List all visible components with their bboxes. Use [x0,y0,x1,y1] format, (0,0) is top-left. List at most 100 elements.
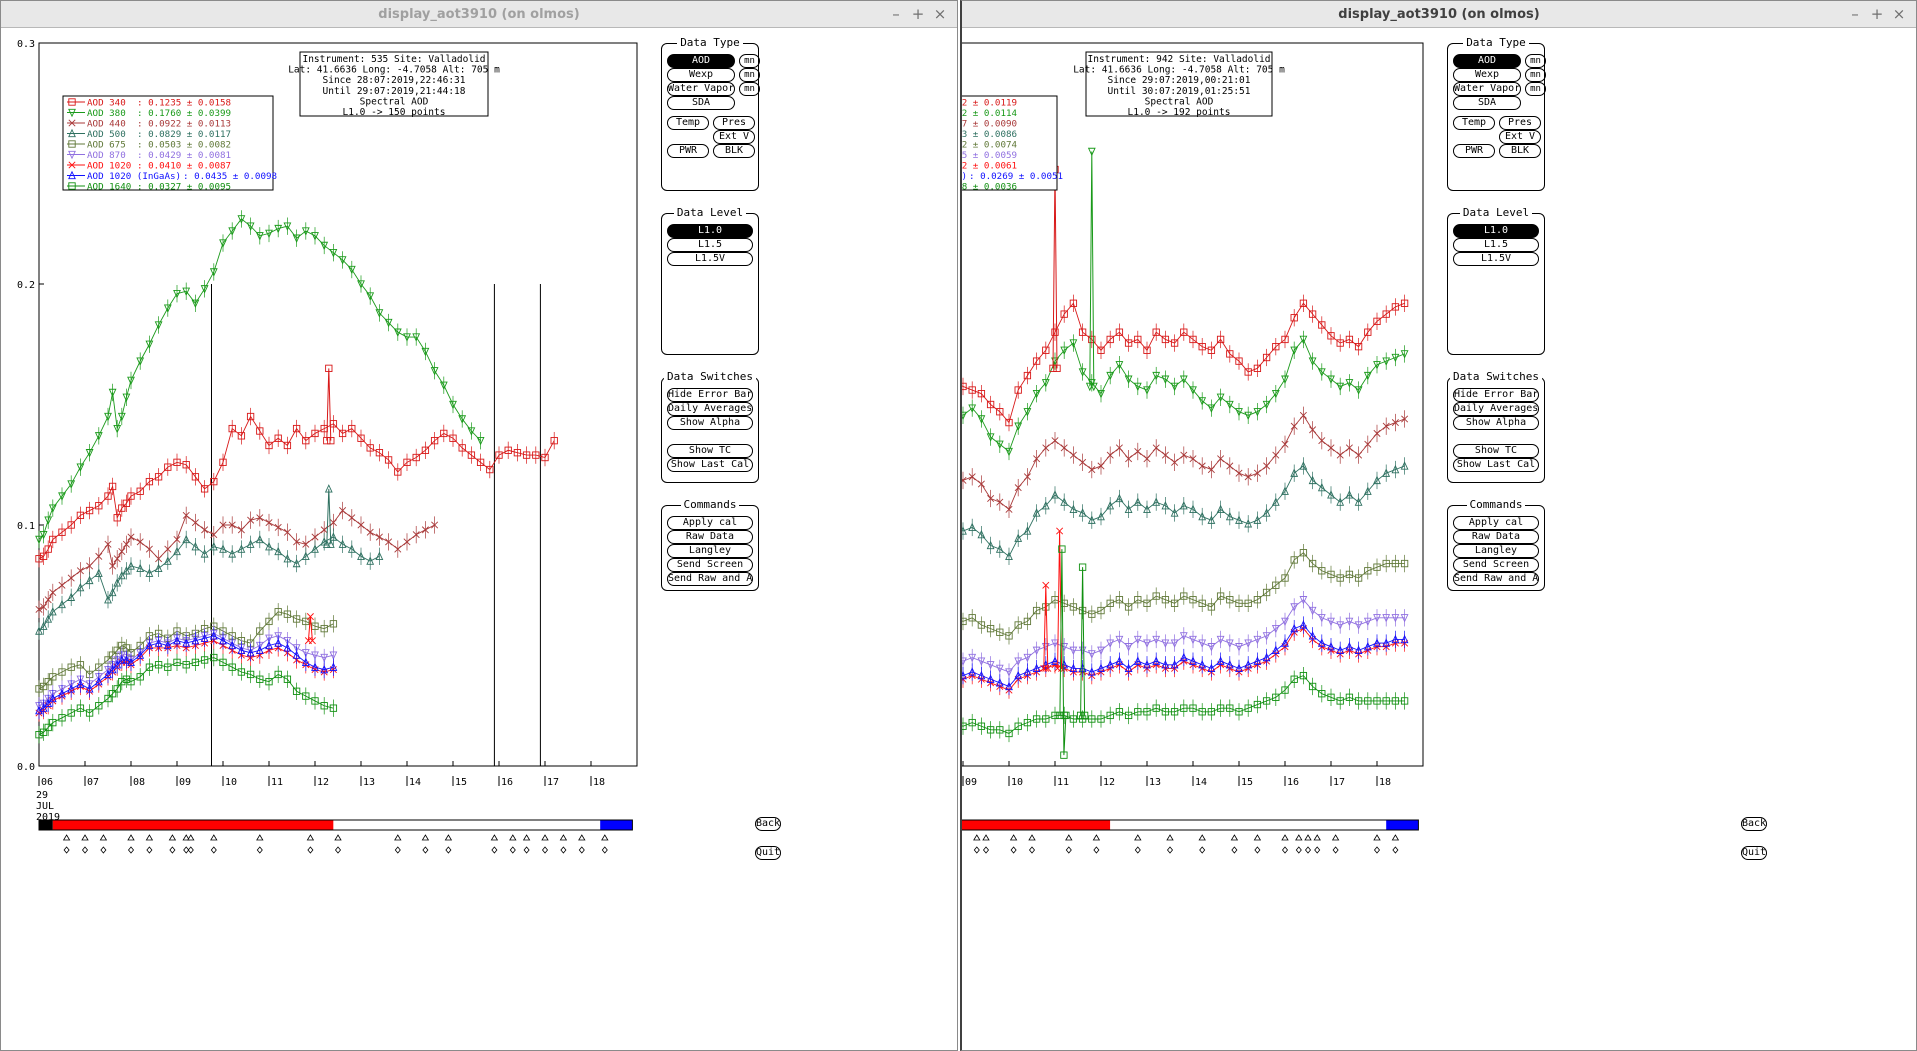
raw-data-button[interactable]: Raw Data [667,530,753,544]
data-point [210,477,218,486]
data-point [118,547,126,556]
hide-error-bars-button[interactable]: Hide Error Bars [667,388,753,402]
maximize-icon[interactable]: + [911,5,925,23]
ext-v-button[interactable]: Ext V [1499,130,1541,144]
daily-averages-button[interactable]: Daily Averages [1453,402,1539,416]
pwr-button[interactable]: PWR [1453,144,1495,158]
data-point [1382,614,1391,623]
aod-mn-button[interactable]: mn [1525,54,1546,68]
sun-marker-triangle [578,834,586,841]
hide-error-bars-button[interactable]: Hide Error Bars [1453,388,1539,402]
data-point [1373,563,1381,571]
data-point [1336,574,1344,582]
pres-button[interactable]: Pres [1499,116,1541,130]
level-l15v-button[interactable]: L1.5V [667,252,753,266]
minimize-icon[interactable]: – [1851,5,1859,23]
data-point [85,709,94,717]
sun-marker-diamond [1373,846,1381,854]
show-alpha-button[interactable]: Show Alpha [667,416,753,430]
level-l15-button[interactable]: L1.5 [667,238,753,252]
series-aod-440 [962,406,1409,519]
close-icon[interactable]: × [1892,5,1906,23]
wexp-button[interactable]: Wexp [667,68,735,82]
send-screen-button[interactable]: Send Screen [667,558,753,572]
data-point [1033,455,1041,463]
daily-averages-button[interactable]: Daily Averages [667,402,753,416]
data-point [1161,335,1170,344]
show-last-cal-button[interactable]: Show Last Cal [667,458,753,472]
spike-point [322,539,331,548]
langley-button[interactable]: Langley [667,544,753,558]
x-tick-label: 09 [179,777,191,788]
legend-label: AOD 870 [87,150,126,161]
level-l10-button[interactable]: L1.0 [667,224,753,238]
data-point [274,608,282,616]
data-point [385,538,393,546]
aod-button[interactable]: AOD [1453,54,1521,68]
sda-button[interactable]: SDA [667,96,735,110]
level-l15-button[interactable]: L1.5 [1453,238,1539,252]
data-point [1198,462,1206,470]
apply-cal-button[interactable]: Apply cal [1453,516,1539,530]
legend-value: : 0.0703 ± 0.0086 [962,129,1017,140]
data-point [1087,650,1096,659]
raw-data-button[interactable]: Raw Data [1453,530,1539,544]
data-point [1244,639,1253,648]
data-point [1097,715,1105,723]
pwr-button[interactable]: PWR [667,144,709,158]
ext-v-button[interactable]: Ext V [713,130,755,144]
data-point [1345,490,1354,499]
data-point [1290,422,1298,430]
title-bar[interactable]: display_aot3910 (on olmos) – + × [1,1,957,28]
water-vapor-mn-button[interactable]: mn [739,82,760,96]
blk-button[interactable]: BLK [713,144,755,158]
temp-button[interactable]: Temp [1453,116,1495,130]
level-l10-button[interactable]: L1.0 [1453,224,1539,238]
water-vapor-mn-button[interactable]: mn [1525,82,1546,96]
sun-marker-triangle [1281,834,1289,841]
data-point [962,670,967,680]
show-alpha-button[interactable]: Show Alpha [1453,416,1539,430]
send-screen-button[interactable]: Send Screen [1453,558,1539,572]
send-raw-and-aod-button[interactable]: Send Raw and AOD [1453,572,1539,586]
sun-marker-triangle [1065,834,1073,841]
data-point [108,482,117,491]
minimize-icon[interactable]: – [892,5,900,23]
quit-button[interactable]: Quit [755,846,781,860]
data-point [283,553,292,563]
aod-mn-button[interactable]: mn [739,54,760,68]
show-last-cal-button[interactable]: Show Last Cal [1453,458,1539,472]
aod-button[interactable]: AOD [667,54,735,68]
data-point [1290,675,1298,683]
maximize-icon[interactable]: + [1870,5,1884,23]
temp-button[interactable]: Temp [667,116,709,130]
apply-cal-button[interactable]: Apply cal [667,516,753,530]
langley-button[interactable]: Langley [1453,544,1539,558]
data-point [237,526,245,534]
send-raw-and-aod-button[interactable]: Send Raw and AOD [667,572,753,586]
water-vapor-button[interactable]: Water Vapor [1453,82,1521,96]
data-point [246,539,255,548]
sda-button[interactable]: SDA [1453,96,1521,110]
title-bar[interactable]: display_aot3910 (on olmos) – + × [962,1,1916,28]
back-button[interactable]: Back [1741,817,1767,831]
quit-button[interactable]: Quit [1741,846,1767,860]
level-l15v-button[interactable]: L1.5V [1453,252,1539,266]
water-vapor-button[interactable]: Water Vapor [667,82,735,96]
close-icon[interactable]: × [933,5,947,23]
pres-button[interactable]: Pres [713,116,755,130]
show-tc-button[interactable]: Show TC [667,444,753,458]
blk-button[interactable]: BLK [1499,144,1541,158]
sun-marker-diamond [1065,846,1072,854]
data-point [458,444,466,452]
back-button[interactable]: Back [755,817,781,831]
show-tc-button[interactable]: Show TC [1453,444,1539,458]
wexp-mn-button[interactable]: mn [739,68,760,82]
data-point [1115,635,1124,645]
sun-marker-triangle [1373,834,1381,841]
data-point [1198,599,1206,607]
wexp-button[interactable]: Wexp [1453,68,1521,82]
data-point [136,487,144,495]
data-point [1097,646,1105,656]
wexp-mn-button[interactable]: mn [1525,68,1546,82]
